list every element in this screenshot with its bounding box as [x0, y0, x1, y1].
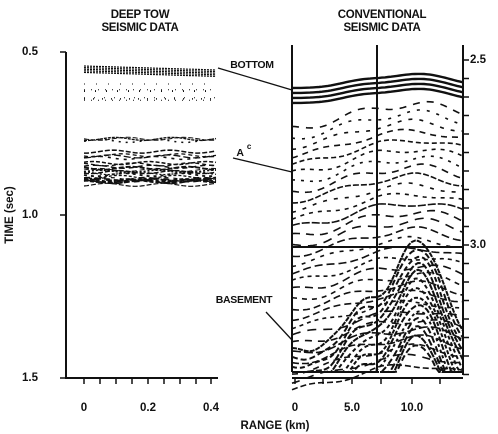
trace — [291, 163, 464, 194]
x-tick-label: 10.0 — [401, 402, 423, 414]
trace — [83, 169, 217, 175]
trace — [83, 155, 217, 161]
x-tick-label: 0.4 — [203, 402, 220, 414]
x-tick-label: 0 — [81, 402, 87, 414]
right-tick-label: 3.0 — [470, 239, 486, 251]
seismic-texture — [83, 65, 464, 391]
trace — [291, 192, 464, 220]
trace — [84, 179, 217, 185]
trace — [291, 310, 464, 336]
trace — [291, 264, 464, 289]
left-title: DEEP TOW — [111, 9, 170, 21]
trace — [291, 217, 464, 247]
x-axis-label: RANGE (km) — [240, 420, 309, 432]
x-tick-label: 0 — [292, 402, 298, 414]
trace — [83, 176, 217, 182]
annotation: BASEMENT — [216, 294, 273, 306]
trace — [291, 353, 464, 384]
annotation: A — [236, 147, 244, 159]
trace — [83, 172, 217, 178]
trace — [291, 203, 464, 227]
trace — [84, 149, 217, 154]
trace — [83, 162, 217, 167]
trace — [292, 155, 464, 183]
trace — [83, 70, 217, 76]
right-frame — [291, 45, 464, 379]
trace — [83, 71, 217, 77]
y-tick-label: 1.5 — [22, 372, 39, 384]
tick-marks — [60, 51, 469, 384]
trace — [291, 364, 464, 391]
leader-lines — [217, 67, 293, 341]
right-title: SEISMIC DATA — [343, 22, 420, 34]
right-tick-label: 2.5 — [470, 54, 487, 66]
left-title: SEISMIC DATA — [101, 22, 178, 34]
x-tick-label: 0.2 — [140, 402, 156, 414]
trace — [291, 148, 464, 172]
x-tick-label: 5.0 — [344, 402, 360, 414]
y-tick-label: 0.5 — [22, 46, 39, 58]
trace — [83, 160, 217, 166]
trace — [83, 65, 217, 71]
right-title: CONVENTIONAL — [338, 9, 427, 21]
trace — [291, 319, 464, 343]
trace — [83, 182, 217, 187]
trace — [83, 176, 217, 182]
trace — [83, 138, 217, 144]
trace — [291, 235, 463, 268]
left-axis — [65, 52, 218, 379]
annotation: BOTTOM — [230, 59, 274, 71]
trace — [83, 68, 217, 74]
annotation-sup: c — [247, 142, 252, 151]
trace — [83, 67, 217, 73]
trace — [83, 165, 217, 171]
y-tick-label: 1.0 — [22, 209, 38, 221]
y-axis-label: TIME (sec) — [4, 186, 16, 244]
